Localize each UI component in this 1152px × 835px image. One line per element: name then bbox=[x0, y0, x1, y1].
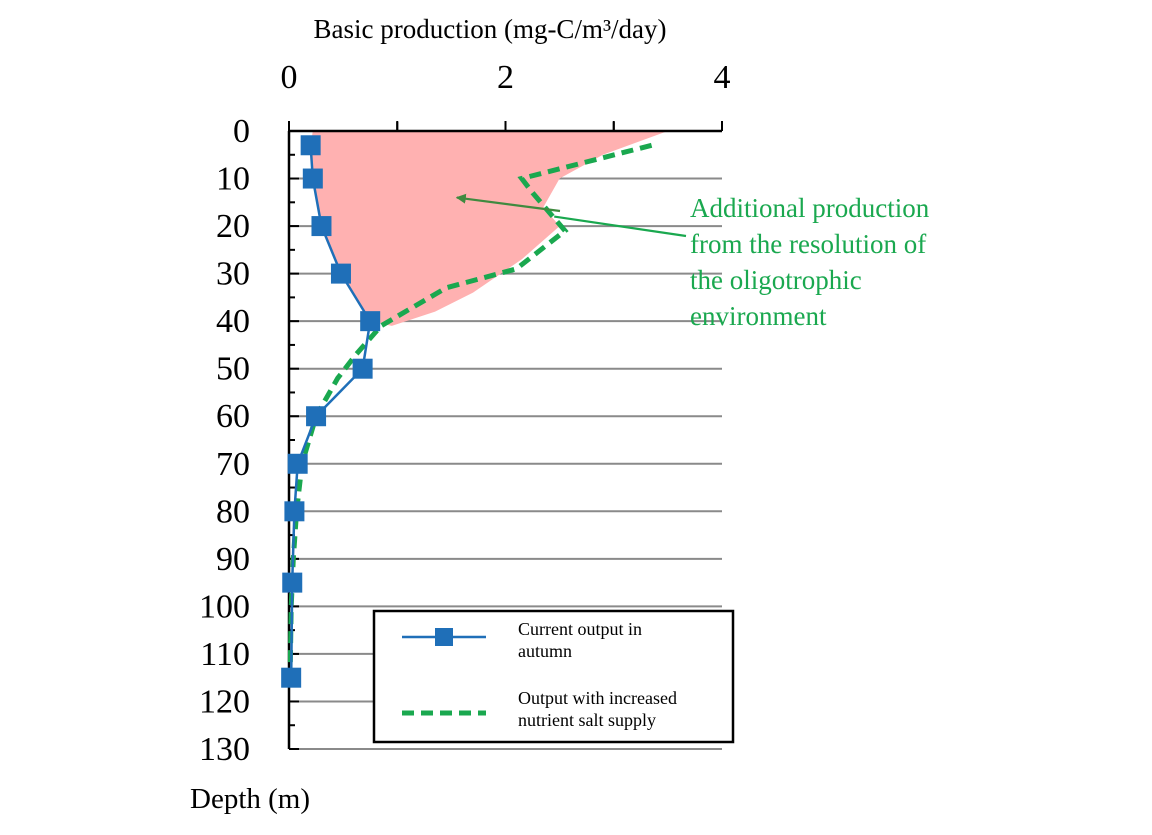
data-point-current-0 bbox=[300, 135, 321, 156]
data-point-current-3 bbox=[330, 263, 351, 284]
y-tick-label-30: 30 bbox=[216, 256, 250, 293]
legend-label-current: Current output in autumn bbox=[518, 619, 642, 661]
y-tick-label-20: 20 bbox=[216, 208, 250, 245]
data-point-current-10 bbox=[281, 667, 302, 688]
data-point-current-8 bbox=[284, 501, 305, 522]
data-point-current-2 bbox=[311, 216, 332, 237]
data-point-current-4 bbox=[360, 311, 381, 332]
y-tick-label-0: 0 bbox=[233, 113, 250, 150]
legend-line-0-1: autumn bbox=[518, 641, 572, 661]
axes: 0 10 20 30 40 50 60 70 80 90 100 110 120 130 0 2 4 bbox=[199, 59, 731, 768]
y-tick-label-10: 10 bbox=[216, 161, 250, 198]
legend-current-marker bbox=[435, 628, 453, 646]
legend-line-1-0: Output with increased bbox=[518, 688, 677, 708]
y-tick-label-110: 110 bbox=[200, 636, 250, 673]
data-point-current-7 bbox=[287, 453, 308, 474]
y-axis-title: Depth (m) bbox=[190, 783, 310, 815]
series bbox=[281, 135, 653, 688]
data-point-current-5 bbox=[352, 358, 373, 379]
data-point-current-6 bbox=[306, 406, 327, 427]
annotation-line-1: from the resolution of bbox=[690, 229, 926, 259]
y-tick-label-100: 100 bbox=[199, 588, 250, 625]
legend: Current output in autumn Output with incr… bbox=[372, 609, 735, 744]
y-tick-label-90: 90 bbox=[216, 541, 250, 578]
y-tick-label-60: 60 bbox=[216, 398, 250, 435]
annotation-text: Additional production from the resolution… bbox=[690, 193, 930, 331]
additional-production-region bbox=[310, 131, 668, 326]
legend-line-1-1: nutrient salt supply bbox=[518, 710, 656, 730]
x-tick-label-2: 2 bbox=[497, 59, 514, 96]
data-point-current-9 bbox=[282, 572, 303, 593]
annotation: Additional production from the resolution… bbox=[455, 193, 930, 331]
x-tick-label-0: 0 bbox=[281, 59, 298, 96]
x-axis-title: Basic production (mg-C/m³/day) bbox=[313, 14, 666, 44]
annotation-line-3: environment bbox=[690, 301, 827, 331]
y-tick-label-130: 130 bbox=[199, 731, 250, 768]
data-point-current-1 bbox=[302, 168, 323, 189]
y-tick-label-70: 70 bbox=[216, 446, 250, 483]
legend-line-0-0: Current output in bbox=[518, 619, 642, 639]
legend-box bbox=[372, 609, 735, 744]
y-tick-label-40: 40 bbox=[216, 303, 250, 340]
additional-production-area bbox=[310, 131, 668, 326]
y-tick-label-120: 120 bbox=[199, 683, 250, 720]
annotation-line-2: the oligotrophic bbox=[690, 265, 862, 295]
annotation-line-0: Additional production bbox=[690, 193, 930, 223]
x-tick-label-4: 4 bbox=[714, 59, 731, 96]
y-tick-label-50: 50 bbox=[216, 351, 250, 388]
annotation-arrow bbox=[455, 193, 561, 213]
legend-label-increased: Output with increased nutrient salt suppl… bbox=[518, 688, 677, 730]
annotation-pointer-line bbox=[554, 215, 687, 238]
y-tick-label-80: 80 bbox=[216, 493, 250, 530]
